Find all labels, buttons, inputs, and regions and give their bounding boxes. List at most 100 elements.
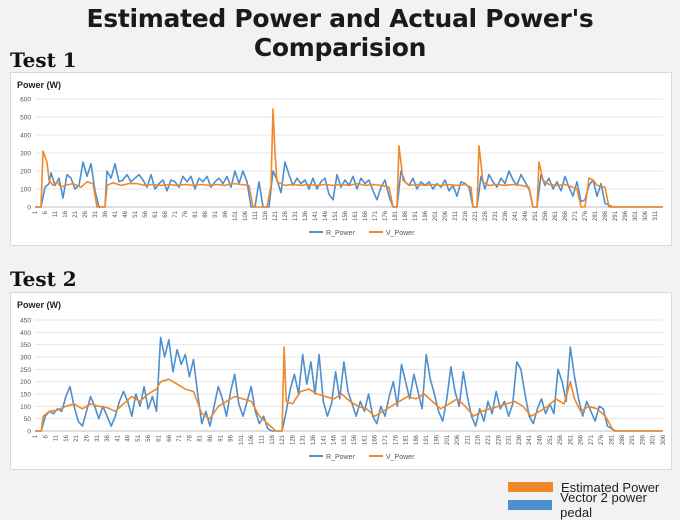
x-tick-label: 56 — [146, 434, 152, 441]
x-tick-label: 146 — [332, 434, 338, 445]
x-tick-label: 26 — [83, 210, 89, 217]
chart-legend-label: R_Power — [326, 230, 355, 237]
x-tick-label: 246 — [537, 434, 543, 445]
x-tick-label: 226 — [483, 210, 489, 221]
x-tick-label: 26 — [84, 434, 90, 441]
x-tick-label: 201 — [445, 434, 451, 445]
x-tick-label: 211 — [465, 434, 471, 444]
x-tick-label: 246 — [523, 210, 529, 221]
x-tick-label: 141 — [313, 210, 319, 221]
x-tick-label: 116 — [270, 434, 276, 444]
x-tick-label: 281 — [593, 210, 599, 221]
x-tick-label: 31 — [95, 434, 101, 441]
x-tick-label: 151 — [333, 210, 339, 221]
x-tick-label: 136 — [311, 434, 317, 445]
y-axis-label: Power (W) — [17, 80, 61, 90]
legend-item-estimated: Estimated Power — [508, 478, 680, 496]
x-tick-label: 266 — [563, 210, 569, 221]
x-tick-label: 301 — [651, 434, 657, 445]
x-tick-label: 56 — [143, 210, 149, 217]
x-tick-label: 6 — [43, 210, 49, 214]
x-tick-label: 291 — [613, 210, 619, 221]
y-tick-label: 300 — [20, 151, 31, 158]
x-tick-label: 236 — [503, 210, 509, 221]
x-tick-label: 146 — [323, 210, 329, 221]
y-tick-label: 400 — [20, 133, 31, 140]
legend-item-vector: Vector 2 power pedal — [508, 490, 680, 520]
y-tick-label: 100 — [20, 187, 31, 194]
x-tick-label: 306 — [643, 210, 649, 221]
x-tick-label: 231 — [493, 210, 499, 221]
chart-2-heading: Test 2 — [10, 267, 77, 291]
x-tick-label: 41 — [113, 210, 119, 217]
x-tick-label: 86 — [203, 210, 209, 217]
x-tick-label: 76 — [187, 434, 193, 441]
x-tick-label: 191 — [424, 434, 430, 445]
x-tick-label: 1 — [33, 210, 39, 214]
y-tick-label: 400 — [20, 330, 31, 337]
x-tick-label: 41 — [115, 434, 121, 441]
x-tick-label: 286 — [620, 434, 626, 445]
x-tick-label: 131 — [293, 210, 299, 221]
x-tick-label: 156 — [343, 210, 349, 221]
x-tick-label: 71 — [173, 210, 179, 217]
x-tick-label: 166 — [363, 210, 369, 221]
x-tick-label: 111 — [253, 210, 259, 220]
x-tick-label: 171 — [383, 434, 389, 445]
x-tick-label: 21 — [74, 434, 80, 441]
x-tick-label: 16 — [64, 434, 70, 441]
x-tick-label: 106 — [249, 434, 255, 445]
y-tick-label: 350 — [20, 342, 31, 349]
series-line-v-power — [35, 346, 663, 432]
x-tick-label: 126 — [283, 210, 289, 221]
x-tick-label: 111 — [259, 434, 265, 444]
x-tick-label: 86 — [208, 434, 214, 441]
x-tick-label: 251 — [533, 210, 539, 221]
x-tick-label: 31 — [93, 210, 99, 217]
x-tick-label: 261 — [568, 434, 574, 445]
x-tick-label: 176 — [393, 434, 399, 445]
series-line-r-power — [35, 161, 663, 208]
x-tick-label: 216 — [463, 210, 469, 221]
x-tick-label: 121 — [280, 434, 286, 445]
x-tick-label: 226 — [496, 434, 502, 445]
x-tick-label: 256 — [558, 434, 564, 445]
y-tick-label: 300 — [20, 355, 31, 362]
x-tick-label: 16 — [63, 210, 69, 217]
x-tick-label: 156 — [352, 434, 358, 445]
x-tick-label: 126 — [290, 434, 296, 445]
y-tick-label: 450 — [20, 318, 31, 325]
x-tick-label: 271 — [589, 434, 595, 445]
chart-1-panel: Power (W) 0 100 200 300 400 500 600 1 6 11 16 21 26 31… — [10, 72, 672, 246]
x-tick-label: 241 — [513, 210, 519, 221]
y-tick-label: 600 — [20, 97, 31, 104]
x-tick-label: 66 — [163, 210, 169, 217]
x-tick-label: 291 — [630, 434, 636, 445]
x-tick-label: 46 — [123, 210, 129, 217]
x-tick-label: 106 — [243, 210, 249, 221]
x-tick-label: 306 — [661, 434, 667, 445]
x-tick-label: 151 — [342, 434, 348, 445]
y-tick-label: 0 — [27, 205, 31, 212]
x-tick-label: 296 — [640, 434, 646, 445]
y-tick-label: 200 — [20, 169, 31, 176]
legend-label-vector: Vector 2 power pedal — [560, 490, 647, 520]
x-tick-label: 166 — [373, 434, 379, 445]
x-tick-label: 116 — [263, 210, 269, 220]
x-tick-label: 256 — [543, 210, 549, 221]
x-tick-label: 191 — [413, 210, 419, 221]
x-tick-label: 51 — [133, 210, 139, 217]
x-tick-label: 296 — [623, 210, 629, 221]
y-tick-label: 250 — [20, 367, 31, 374]
x-tick-label: 266 — [579, 434, 585, 445]
y-tick-label: 150 — [20, 392, 31, 399]
x-tick-label: 261 — [553, 210, 559, 221]
x-tick-label: 216 — [476, 434, 482, 445]
figure-legend: Estimated Power Vector 2 power pedal — [508, 478, 680, 520]
x-tick-label: 71 — [177, 434, 183, 441]
y-tick-label: 200 — [20, 379, 31, 386]
x-tick-label: 36 — [105, 434, 111, 441]
x-tick-label: 141 — [321, 434, 327, 445]
